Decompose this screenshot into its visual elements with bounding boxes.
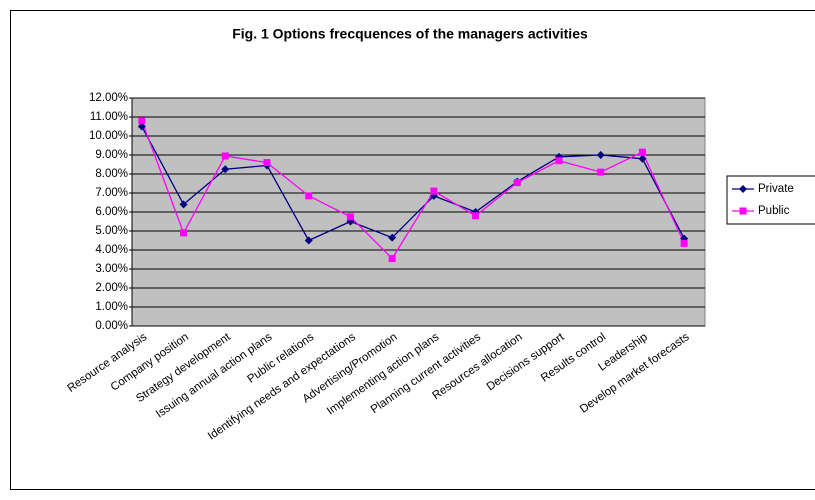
y-tick-label: 6.00% <box>95 206 128 218</box>
y-tick-label: 9.00% <box>95 149 128 161</box>
y-tick-label: 5.00% <box>95 225 128 237</box>
y-tick-label: 7.00% <box>95 187 128 199</box>
legend-label: Public <box>758 205 790 217</box>
point <box>388 255 396 263</box>
point <box>596 151 605 159</box>
point <box>638 154 647 163</box>
point <box>138 117 146 125</box>
y-tick-label: 3.00% <box>95 263 128 275</box>
point <box>180 229 188 237</box>
legend-label: Private <box>758 183 794 195</box>
legend-marker <box>739 207 747 215</box>
y-tick-label: 11.00% <box>90 111 128 123</box>
point <box>638 148 646 156</box>
y-tick-label: 8.00% <box>95 168 128 180</box>
point <box>137 122 146 131</box>
point <box>513 179 521 187</box>
series-line <box>141 126 685 242</box>
point <box>388 233 397 242</box>
legend-marker <box>739 185 747 193</box>
point <box>221 152 229 160</box>
y-tick-label: 12.00% <box>89 92 128 104</box>
point <box>221 165 230 174</box>
y-tick-label: 10.00% <box>89 130 128 142</box>
point <box>179 200 188 209</box>
point <box>555 157 563 165</box>
point <box>263 159 271 167</box>
point <box>430 187 438 195</box>
point <box>472 212 480 220</box>
series-line <box>141 120 685 260</box>
y-tick-label: 0.00% <box>95 320 128 332</box>
y-tick-label: 1.00% <box>95 301 128 313</box>
legend-box <box>726 175 815 225</box>
point <box>597 168 605 176</box>
point <box>346 213 354 221</box>
chart-title: Fig. 1 Options frecquences of the manage… <box>232 26 588 42</box>
point <box>304 236 313 245</box>
y-tick-label: 4.00% <box>95 244 128 256</box>
point <box>305 192 313 200</box>
point <box>680 239 688 247</box>
y-tick-label: 2.00% <box>95 282 128 294</box>
